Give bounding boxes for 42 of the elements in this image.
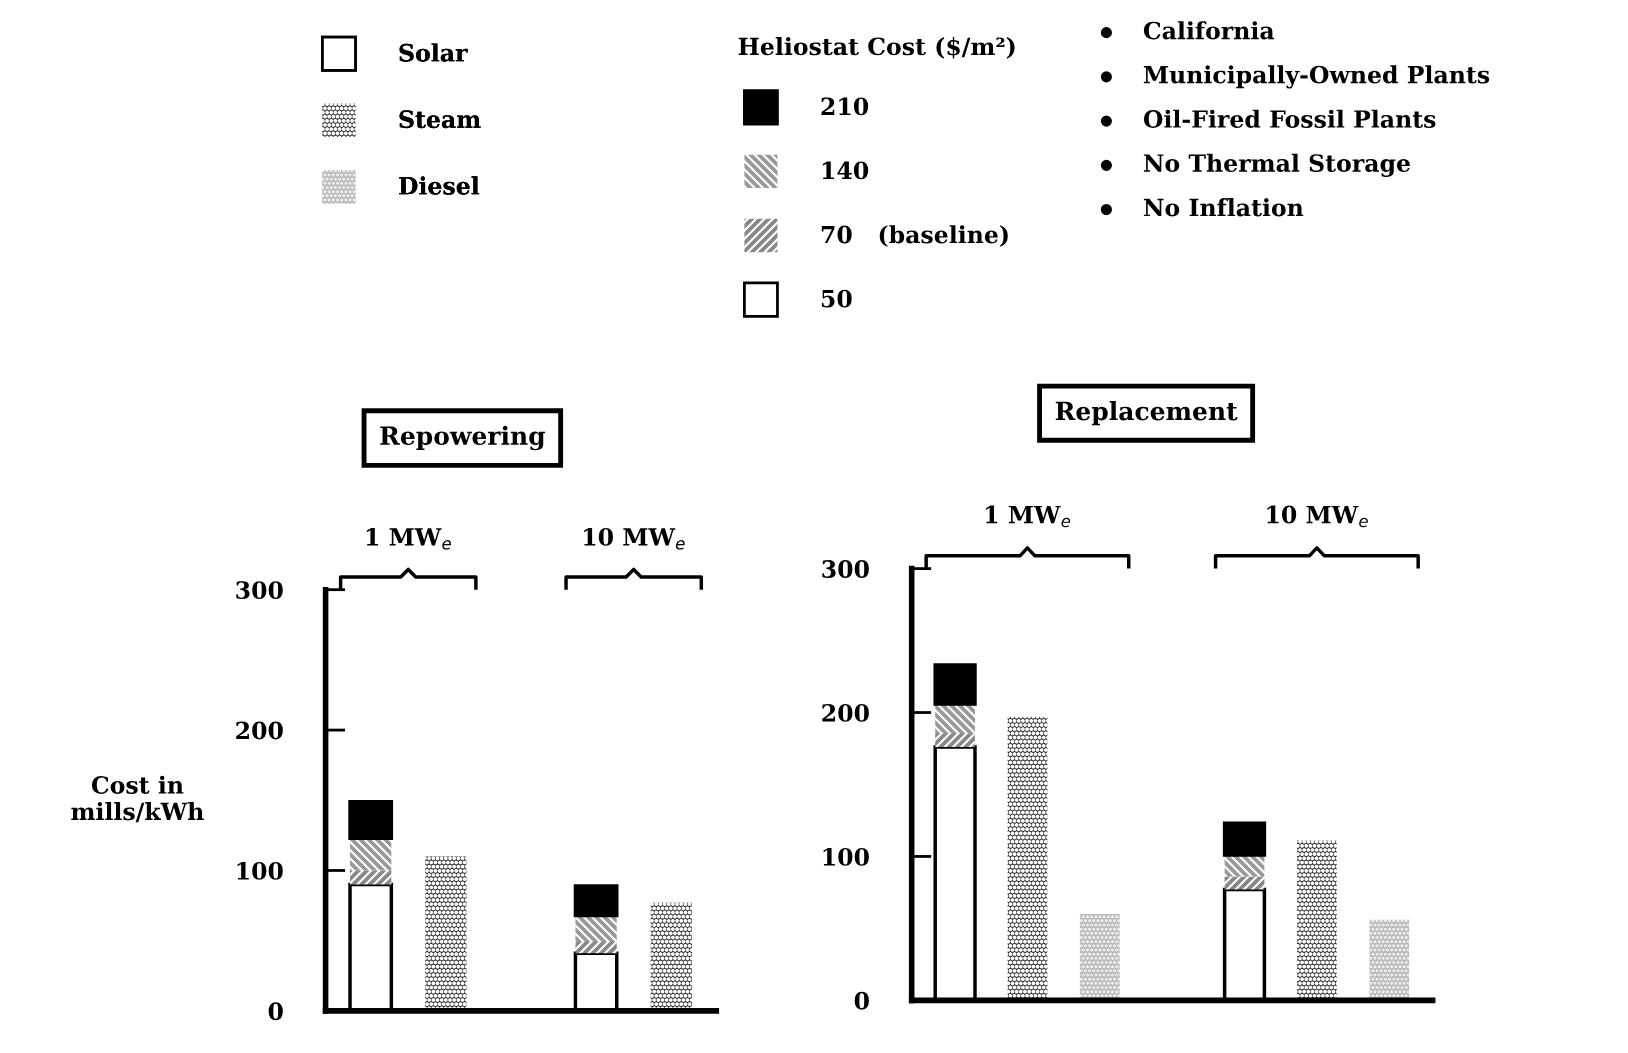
bar (350, 838, 392, 871)
text: 10 MW$_{e}$ (1267, 505, 1368, 528)
bar (1079, 914, 1120, 1001)
chart-title: Repowering (380, 425, 546, 451)
bar (350, 870, 392, 885)
legend-label: 50 (821, 289, 852, 308)
text: Oil-Fired Fossil Plants (1143, 109, 1436, 128)
bar (935, 703, 975, 735)
y-axis-title: Cost in mills/kWh (71, 775, 204, 823)
y-tick-label: 300 (236, 581, 283, 599)
y-tick-label: 0 (268, 1002, 283, 1021)
y-tick-label: 300 (822, 560, 869, 578)
legend-label: Solar (399, 43, 468, 62)
y-tick-label: 200 (822, 703, 869, 722)
text: No Thermal Storage (1143, 153, 1410, 177)
text: 10 MW$_{e}$ (584, 527, 685, 550)
text: California (1143, 21, 1275, 40)
legend-title: Heliostat Cost ($/m²) (738, 37, 1015, 59)
bar (935, 734, 975, 748)
y-tick-label: 100 (823, 847, 869, 866)
bar (650, 902, 692, 1011)
legend-label: Diesel (399, 176, 480, 195)
text: No Inflation (1143, 198, 1304, 217)
bar (1224, 855, 1265, 877)
text: 1 MW$_{e}$ (366, 527, 451, 550)
y-tick-label: 200 (236, 721, 283, 740)
y-tick-label: 0 (854, 991, 869, 1010)
text: Municipally-Owned Plants (1143, 65, 1490, 89)
bar (575, 942, 617, 954)
bar (425, 856, 467, 1011)
bar (1224, 876, 1265, 890)
text: 1 MW$_{e}$ (986, 505, 1071, 528)
y-tick-label: 100 (237, 861, 283, 880)
bar (1296, 840, 1337, 1001)
chart-title: Replacement (1055, 401, 1238, 426)
bar (1369, 919, 1410, 1001)
legend-label: Steam (399, 110, 481, 129)
bar (575, 915, 617, 943)
legend-label: 210 (821, 97, 869, 116)
bar (1007, 716, 1048, 1001)
legend-label: 140 (822, 161, 869, 180)
legend-label: 70 (baseline) (821, 225, 1008, 247)
